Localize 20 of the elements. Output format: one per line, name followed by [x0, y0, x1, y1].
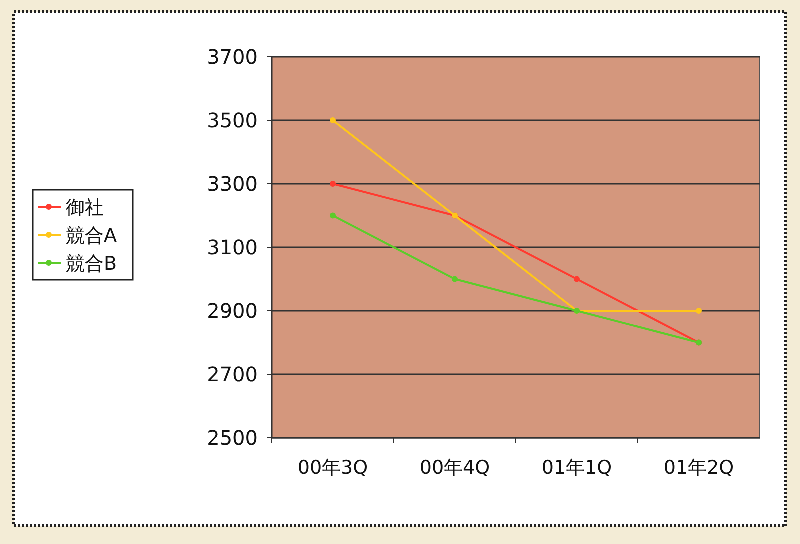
legend-label: 競合A: [66, 225, 117, 247]
y-tick-label: 3300: [207, 172, 258, 196]
x-tick-label: 01年1Q: [542, 457, 612, 479]
point: [696, 308, 702, 314]
y-tick-label: 2700: [207, 362, 258, 386]
point: [330, 212, 336, 219]
point: [330, 181, 336, 187]
y-tick-label: 2900: [207, 299, 258, 323]
y-tick-label: 3100: [207, 236, 258, 260]
y-tick-label: 3700: [207, 45, 258, 69]
y-tick-label: 3500: [207, 108, 258, 132]
x-tick-label: 00年4Q: [420, 457, 490, 479]
point: [452, 276, 458, 282]
x-tick-label: 01年2Q: [664, 457, 734, 479]
y-tick-label: 2500: [207, 426, 258, 450]
point: [574, 276, 580, 282]
legend-label: 御社: [66, 197, 104, 219]
point: [330, 118, 336, 124]
x-tick-label: 00年3Q: [298, 457, 368, 479]
legend-label: 競合B: [66, 253, 118, 275]
